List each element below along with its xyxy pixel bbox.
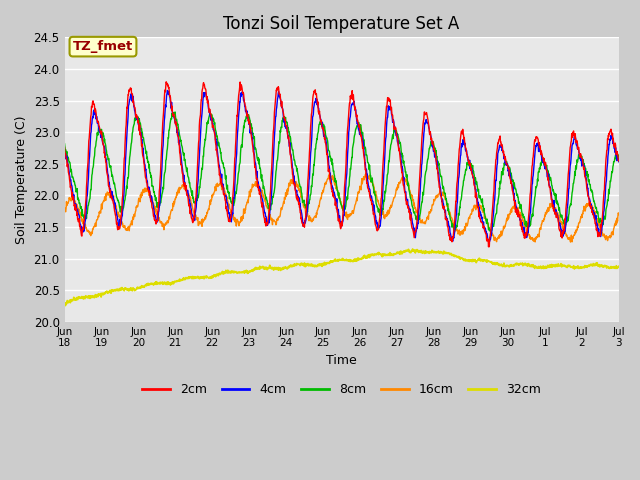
Title: Tonzi Soil Temperature Set A: Tonzi Soil Temperature Set A	[223, 15, 460, 33]
Legend: 2cm, 4cm, 8cm, 16cm, 32cm: 2cm, 4cm, 8cm, 16cm, 32cm	[138, 378, 546, 401]
X-axis label: Time: Time	[326, 354, 357, 367]
Text: TZ_fmet: TZ_fmet	[73, 40, 133, 53]
Y-axis label: Soil Temperature (C): Soil Temperature (C)	[15, 115, 28, 244]
